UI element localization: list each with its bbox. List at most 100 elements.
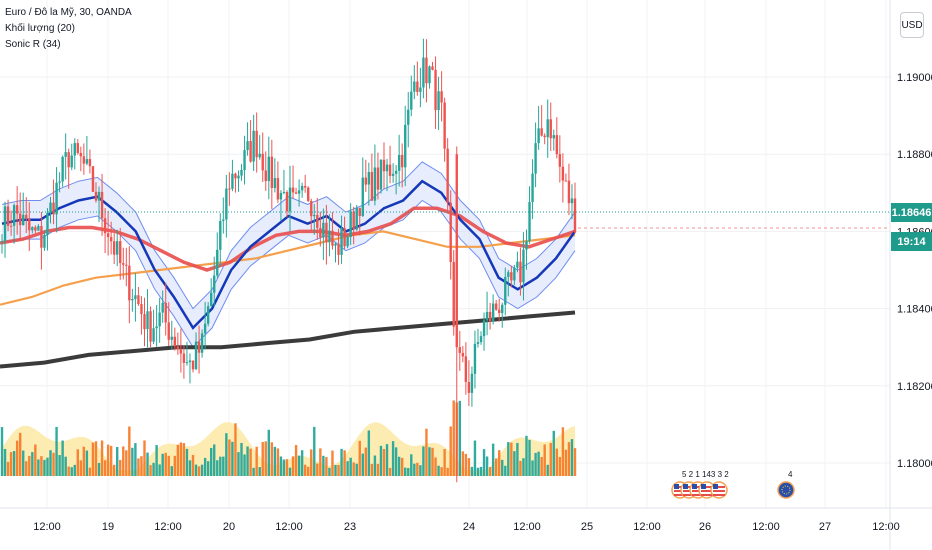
volume-bar [528,439,531,476]
candle-body [270,156,274,189]
candle-body [106,233,110,238]
volume-bar [494,458,498,476]
volume-bar [358,440,361,476]
volume-bar [473,440,477,476]
candle-body [546,119,549,138]
x-tick-label: 23 [344,521,356,533]
volume-bar [213,444,216,476]
candle-body [488,311,492,322]
volume-bar [267,429,270,476]
volume-bar [446,467,449,476]
volume-bar [443,449,446,476]
us-flag-event-icon[interactable] [698,481,716,499]
candle-body [391,173,395,176]
candle-body [34,227,37,231]
volume-bar [43,459,46,476]
candle-body [194,341,198,370]
volume-bar [255,446,258,476]
volume-bar [319,448,322,476]
volume-bar [182,443,186,476]
volume-bar [228,439,231,476]
volume-bar [404,467,407,476]
volume-bar [498,450,501,476]
candle-body [294,192,298,194]
candle-body [334,243,337,246]
candle-body [73,143,76,156]
currency-button[interactable]: USD [900,12,924,38]
candle-body [185,362,189,364]
x-tick-label: 12:00 [33,521,61,533]
volume-bar [46,457,49,476]
volume-bar [97,462,101,476]
volume-bar [143,440,146,476]
volume-bar [561,427,565,476]
candle-body [313,214,316,217]
candle-body [88,159,92,167]
volume-bar [564,449,568,476]
volume-indicator-label[interactable]: Khối lượng (20) [5,23,75,34]
x-tick-label: 20 [223,521,235,533]
volume-bar [12,451,16,476]
x-tick-label: 25 [581,521,593,533]
volume-bar [467,458,471,476]
symbol-title[interactable]: Euro / Đô la Mỹ, 30, OANDA [5,7,132,18]
event-count-label: 4 [788,470,793,479]
candle-body [322,222,325,238]
candle-body [79,152,83,157]
candle-body [167,322,170,340]
volume-bar [55,426,58,476]
volume-bar [291,456,295,476]
volume-bar [6,461,10,476]
x-tick-label: 12:00 [154,521,182,533]
volume-bar [422,446,425,476]
volume-bar [537,451,540,476]
candle-body [0,241,4,243]
us-flag-event-icon[interactable] [710,481,728,499]
candle-body [273,178,277,189]
candle-body [564,180,568,182]
volume-bar [222,456,225,476]
candle-body [31,227,34,231]
sonic-indicator-label[interactable]: Sonic R (34) [5,39,61,50]
economic-events[interactable]: 5 2 1 143 3 2 4 [671,470,795,499]
candle-body [40,226,43,248]
volume-bar [170,466,173,476]
candle-body [261,153,264,171]
eu-flag-event-icon[interactable] [777,481,795,499]
candle-body [425,57,428,84]
volume-bar [391,441,395,476]
volume-bars [0,400,577,476]
candle-body [501,304,504,314]
volume-bar [52,452,55,476]
x-tick-label: 19 [102,521,114,533]
volume-bar [307,466,310,476]
volume-bar [297,455,301,476]
candle-body [206,306,210,324]
volume-bar [261,442,264,476]
volume-bar [240,442,243,476]
volume-bar [70,467,73,476]
candle-body [234,173,237,179]
candle-body [237,175,240,179]
candle-body [373,167,377,201]
candle-body [473,343,477,374]
volume-bar [91,442,95,476]
volume-bar [407,467,410,476]
candle-body [6,206,10,226]
candle-body [240,169,243,176]
volume-bar [225,433,228,476]
candle-body [307,187,310,201]
event-icon-ring [777,481,795,499]
volume-bar [434,457,437,476]
volume-bar [125,450,128,476]
flag-canton [692,484,697,489]
candle-body [300,185,304,191]
volume-bar [488,466,492,476]
volume-bar [109,445,113,476]
candle-body [394,170,398,174]
candle-body [128,265,131,301]
x-tick-label: 26 [699,521,711,533]
volume-bar [464,453,468,476]
volume-bar [37,459,40,476]
